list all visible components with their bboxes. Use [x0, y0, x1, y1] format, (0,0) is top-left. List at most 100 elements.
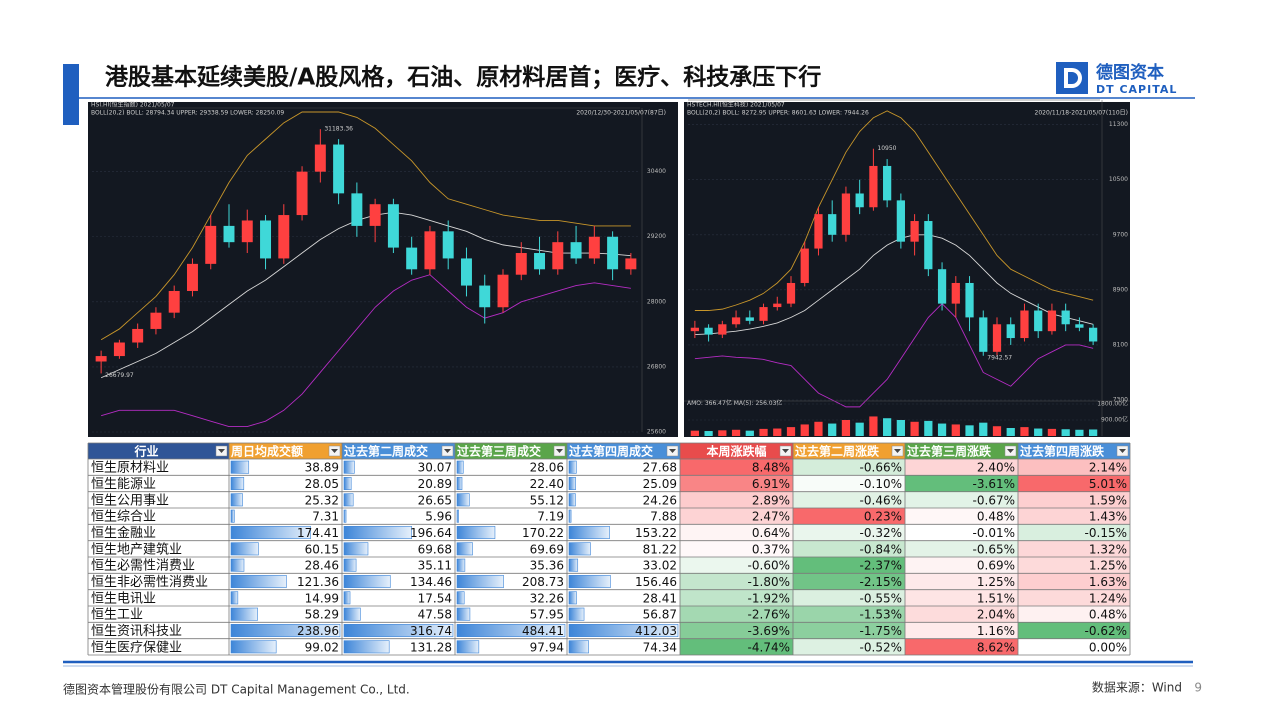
filter-arrow[interactable]	[782, 449, 789, 453]
change-value: -0.84%	[860, 542, 902, 556]
data-bar	[230, 460, 250, 474]
change-cell	[905, 622, 1018, 639]
turnover-value: 28.06	[530, 461, 564, 475]
y-tick-label: 7300	[1113, 397, 1128, 404]
candle-body	[205, 225, 217, 264]
volume-bar	[1075, 429, 1084, 436]
candle-body	[1020, 310, 1029, 339]
candle-body	[773, 303, 782, 308]
filter-arrow[interactable]	[331, 449, 338, 453]
data-bar	[230, 591, 239, 605]
turnover-value: 316.74	[410, 624, 452, 638]
volume-bar	[690, 430, 699, 436]
change-cell	[1018, 491, 1130, 508]
candle-body	[278, 215, 290, 259]
header-cell: 行业	[88, 443, 229, 459]
turnover-value: 196.64	[410, 526, 452, 540]
volume-bar	[1020, 427, 1029, 436]
candle-body	[424, 231, 436, 270]
filter-button[interactable]	[666, 445, 679, 457]
chart-subtitle: BOLL(20,2) BOLL: 8272.95 UPPER: 8601.63 …	[687, 110, 869, 117]
data-bar	[568, 493, 576, 507]
column-header: 过去第三周成交	[457, 444, 541, 459]
filter-button[interactable]	[553, 445, 566, 457]
candle-body	[150, 312, 162, 329]
footer-company: 德图资本管理股份有限公司 DT Capital Management Co., …	[63, 682, 410, 697]
volume-tick-label: 900.00亿	[1101, 416, 1128, 424]
change-value: -0.01%	[973, 526, 1015, 540]
volume-bar	[896, 420, 905, 436]
filter-button[interactable]	[1004, 445, 1017, 457]
turnover-value: 27.68	[643, 461, 677, 475]
candle-body	[497, 274, 509, 308]
turnover-value: 35.11	[418, 559, 452, 573]
volume-bar	[786, 427, 796, 436]
turnover-value: 484.41	[522, 624, 564, 638]
candle-body	[855, 193, 864, 208]
candle-body	[260, 220, 272, 259]
data-bar	[456, 575, 504, 588]
turnover-value: 35.36	[530, 559, 564, 573]
filter-arrow[interactable]	[444, 449, 451, 453]
turnover-value: 26.65	[418, 493, 452, 507]
max-annotation: 10950	[877, 145, 896, 152]
filter-arrow[interactable]	[556, 449, 563, 453]
filter-button[interactable]	[441, 445, 454, 457]
filter-arrow[interactable]	[894, 449, 901, 453]
change-value: 1.59%	[1089, 493, 1127, 507]
candle-body	[387, 204, 399, 248]
candle-body	[896, 200, 905, 242]
logo-en: DT CAPITAL	[1096, 83, 1177, 96]
data-bar	[568, 542, 591, 556]
change-cell	[680, 589, 793, 606]
filter-button[interactable]	[328, 445, 341, 457]
change-value: 1.16%	[977, 624, 1015, 638]
header-cell: 过去第三周成交	[455, 443, 567, 459]
candle-body	[132, 328, 144, 343]
turnover-value: 121.36	[297, 575, 339, 589]
candle-body	[1047, 310, 1057, 332]
filter-arrow[interactable]	[218, 449, 225, 453]
candle-body	[241, 220, 253, 243]
candle-body	[731, 317, 741, 325]
filter-button[interactable]	[779, 445, 792, 457]
candle-body	[607, 236, 619, 270]
change-value: 2.89%	[752, 493, 790, 507]
change-cell	[793, 606, 905, 623]
change-value: 2.47%	[752, 510, 790, 524]
volume-bar	[1006, 428, 1015, 436]
header-cell: 过去第二周涨跌	[793, 443, 905, 459]
change-value: -2.37%	[860, 559, 902, 573]
data-bar	[343, 591, 351, 605]
data-bar	[230, 477, 245, 490]
change-cell	[905, 638, 1018, 655]
change-cell	[905, 508, 1018, 525]
filter-arrow[interactable]	[1119, 449, 1126, 453]
volume-bar	[965, 425, 974, 436]
turnover-value: 5.96	[425, 510, 452, 524]
filter-button[interactable]	[1116, 445, 1129, 457]
change-value: -0.46%	[860, 493, 902, 507]
header-cell: 周日均成交额	[229, 443, 342, 459]
header-background	[342, 443, 455, 459]
filter-button[interactable]	[891, 445, 904, 457]
volume-bar	[951, 424, 960, 436]
data-bar	[343, 509, 347, 523]
volume-bar	[773, 428, 782, 436]
change-cell	[793, 524, 905, 541]
volume-bar	[841, 420, 851, 436]
data-bar	[456, 558, 466, 572]
data-bar	[568, 558, 579, 572]
page-number: 9	[1194, 681, 1202, 695]
filter-arrow[interactable]	[1007, 449, 1014, 453]
change-value: 8.62%	[977, 640, 1015, 654]
candle-body	[95, 356, 107, 362]
turnover-value: 208.73	[522, 575, 564, 589]
y-tick-label: 11300	[1109, 121, 1128, 128]
chart-background	[88, 102, 678, 437]
candle-body	[113, 342, 125, 357]
data-table: 行业 周日均成交额 过去第二周成交 过去第三周成交 过去第四周成交 本周涨跌幅 过去第二周涨…	[87, 442, 1131, 656]
filter-button[interactable]	[215, 445, 228, 457]
filter-arrow[interactable]	[669, 449, 676, 453]
